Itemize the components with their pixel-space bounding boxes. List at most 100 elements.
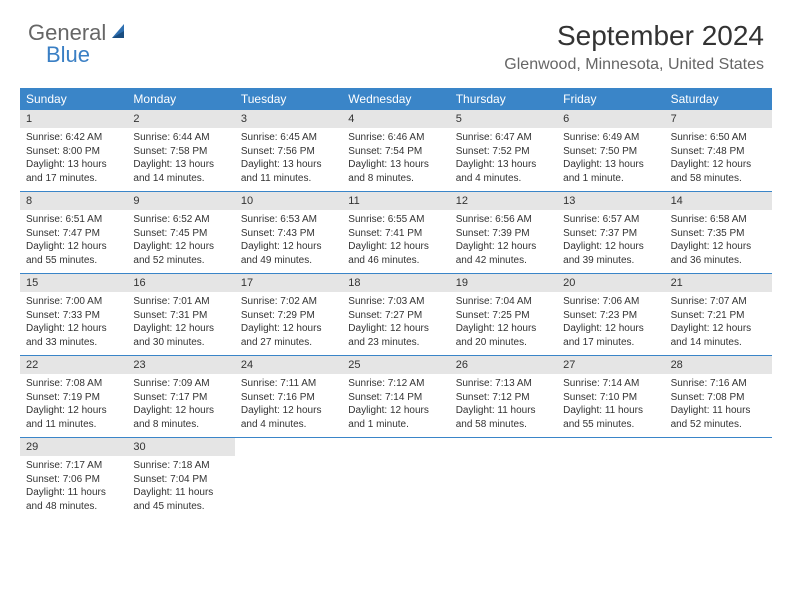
daylight-text: and 36 minutes. bbox=[671, 254, 766, 268]
sunrise-text: Sunrise: 7:03 AM bbox=[348, 295, 443, 309]
day-cell: 21Sunrise: 7:07 AMSunset: 7:21 PMDayligh… bbox=[665, 274, 772, 355]
day-cell: 3Sunrise: 6:45 AMSunset: 7:56 PMDaylight… bbox=[235, 110, 342, 191]
sunset-text: Sunset: 7:19 PM bbox=[26, 391, 121, 405]
sunrise-text: Sunrise: 7:00 AM bbox=[26, 295, 121, 309]
daylight-text: and 11 minutes. bbox=[241, 172, 336, 186]
day-number: 21 bbox=[665, 274, 772, 292]
daylight-text: and 8 minutes. bbox=[133, 418, 228, 432]
daylight-text: Daylight: 12 hours bbox=[241, 404, 336, 418]
daylight-text: Daylight: 13 hours bbox=[26, 158, 121, 172]
daylight-text: and 42 minutes. bbox=[456, 254, 551, 268]
daylight-text: Daylight: 12 hours bbox=[241, 322, 336, 336]
daylight-text: and 39 minutes. bbox=[563, 254, 658, 268]
sunrise-text: Sunrise: 6:49 AM bbox=[563, 131, 658, 145]
day-details: Sunrise: 7:13 AMSunset: 7:12 PMDaylight:… bbox=[450, 374, 557, 437]
sunrise-text: Sunrise: 7:06 AM bbox=[563, 295, 658, 309]
day-details: Sunrise: 6:50 AMSunset: 7:48 PMDaylight:… bbox=[665, 128, 772, 191]
sunset-text: Sunset: 8:00 PM bbox=[26, 145, 121, 159]
sunrise-text: Sunrise: 6:51 AM bbox=[26, 213, 121, 227]
day-cell: 28Sunrise: 7:16 AMSunset: 7:08 PMDayligh… bbox=[665, 356, 772, 437]
sunset-text: Sunset: 7:37 PM bbox=[563, 227, 658, 241]
dayname-wednesday: Wednesday bbox=[342, 88, 449, 110]
daylight-text: and 23 minutes. bbox=[348, 336, 443, 350]
day-number: 15 bbox=[20, 274, 127, 292]
sunset-text: Sunset: 7:43 PM bbox=[241, 227, 336, 241]
sunset-text: Sunset: 7:35 PM bbox=[671, 227, 766, 241]
daylight-text: and 49 minutes. bbox=[241, 254, 336, 268]
daylight-text: Daylight: 12 hours bbox=[348, 322, 443, 336]
day-cell: 10Sunrise: 6:53 AMSunset: 7:43 PMDayligh… bbox=[235, 192, 342, 273]
daylight-text: and 30 minutes. bbox=[133, 336, 228, 350]
daylight-text: and 48 minutes. bbox=[26, 500, 121, 514]
day-details: Sunrise: 7:00 AMSunset: 7:33 PMDaylight:… bbox=[20, 292, 127, 355]
day-number: 1 bbox=[20, 110, 127, 128]
daylight-text: Daylight: 12 hours bbox=[26, 404, 121, 418]
day-cell: 25Sunrise: 7:12 AMSunset: 7:14 PMDayligh… bbox=[342, 356, 449, 437]
day-cell-empty bbox=[450, 438, 557, 519]
day-number: 11 bbox=[342, 192, 449, 210]
dayname-tuesday: Tuesday bbox=[235, 88, 342, 110]
sunrise-text: Sunrise: 6:47 AM bbox=[456, 131, 551, 145]
daylight-text: Daylight: 11 hours bbox=[26, 486, 121, 500]
sunrise-text: Sunrise: 7:01 AM bbox=[133, 295, 228, 309]
day-number: 16 bbox=[127, 274, 234, 292]
month-title: September 2024 bbox=[504, 20, 764, 52]
sunset-text: Sunset: 7:06 PM bbox=[26, 473, 121, 487]
logo-sail-icon bbox=[110, 20, 130, 46]
day-cell: 8Sunrise: 6:51 AMSunset: 7:47 PMDaylight… bbox=[20, 192, 127, 273]
day-number: 28 bbox=[665, 356, 772, 374]
daylight-text: and 4 minutes. bbox=[241, 418, 336, 432]
sunrise-text: Sunrise: 7:08 AM bbox=[26, 377, 121, 391]
day-cell: 12Sunrise: 6:56 AMSunset: 7:39 PMDayligh… bbox=[450, 192, 557, 273]
daylight-text: Daylight: 11 hours bbox=[133, 486, 228, 500]
daylight-text: Daylight: 12 hours bbox=[563, 240, 658, 254]
dayname-thursday: Thursday bbox=[450, 88, 557, 110]
sunset-text: Sunset: 7:50 PM bbox=[563, 145, 658, 159]
sunset-text: Sunset: 7:31 PM bbox=[133, 309, 228, 323]
day-number: 19 bbox=[450, 274, 557, 292]
day-number: 26 bbox=[450, 356, 557, 374]
sunset-text: Sunset: 7:41 PM bbox=[348, 227, 443, 241]
daylight-text: and 1 minute. bbox=[348, 418, 443, 432]
sunset-text: Sunset: 7:47 PM bbox=[26, 227, 121, 241]
daylight-text: Daylight: 12 hours bbox=[563, 322, 658, 336]
day-details: Sunrise: 7:12 AMSunset: 7:14 PMDaylight:… bbox=[342, 374, 449, 437]
sunrise-text: Sunrise: 6:45 AM bbox=[241, 131, 336, 145]
sunset-text: Sunset: 7:17 PM bbox=[133, 391, 228, 405]
day-number: 13 bbox=[557, 192, 664, 210]
sunset-text: Sunset: 7:25 PM bbox=[456, 309, 551, 323]
daylight-text: and 17 minutes. bbox=[563, 336, 658, 350]
daylight-text: and 58 minutes. bbox=[456, 418, 551, 432]
sunrise-text: Sunrise: 6:57 AM bbox=[563, 213, 658, 227]
daylight-text: Daylight: 11 hours bbox=[671, 404, 766, 418]
day-number: 10 bbox=[235, 192, 342, 210]
day-details: Sunrise: 6:58 AMSunset: 7:35 PMDaylight:… bbox=[665, 210, 772, 273]
sunrise-text: Sunrise: 6:58 AM bbox=[671, 213, 766, 227]
day-number: 29 bbox=[20, 438, 127, 456]
day-cell: 9Sunrise: 6:52 AMSunset: 7:45 PMDaylight… bbox=[127, 192, 234, 273]
daylight-text: Daylight: 12 hours bbox=[671, 240, 766, 254]
day-number: 17 bbox=[235, 274, 342, 292]
day-details: Sunrise: 6:46 AMSunset: 7:54 PMDaylight:… bbox=[342, 128, 449, 191]
title-block: September 2024 Glenwood, Minnesota, Unit… bbox=[504, 20, 764, 74]
daylight-text: and 52 minutes. bbox=[133, 254, 228, 268]
sunrise-text: Sunrise: 6:55 AM bbox=[348, 213, 443, 227]
daylight-text: and 14 minutes. bbox=[133, 172, 228, 186]
day-cell: 16Sunrise: 7:01 AMSunset: 7:31 PMDayligh… bbox=[127, 274, 234, 355]
sunset-text: Sunset: 7:58 PM bbox=[133, 145, 228, 159]
day-number: 24 bbox=[235, 356, 342, 374]
day-cell: 19Sunrise: 7:04 AMSunset: 7:25 PMDayligh… bbox=[450, 274, 557, 355]
day-details: Sunrise: 7:11 AMSunset: 7:16 PMDaylight:… bbox=[235, 374, 342, 437]
dayname-row: SundayMondayTuesdayWednesdayThursdayFrid… bbox=[20, 88, 772, 110]
sunrise-text: Sunrise: 7:13 AM bbox=[456, 377, 551, 391]
week-row: 8Sunrise: 6:51 AMSunset: 7:47 PMDaylight… bbox=[20, 192, 772, 274]
dayname-saturday: Saturday bbox=[665, 88, 772, 110]
calendar: SundayMondayTuesdayWednesdayThursdayFrid… bbox=[20, 88, 772, 519]
dayname-friday: Friday bbox=[557, 88, 664, 110]
daylight-text: and 52 minutes. bbox=[671, 418, 766, 432]
daylight-text: Daylight: 12 hours bbox=[241, 240, 336, 254]
daylight-text: Daylight: 12 hours bbox=[456, 240, 551, 254]
daylight-text: Daylight: 12 hours bbox=[671, 158, 766, 172]
sunrise-text: Sunrise: 7:12 AM bbox=[348, 377, 443, 391]
day-cell: 13 Sunrise: 6:57 AMSunset: 7:37 PMDayligh… bbox=[557, 192, 664, 273]
